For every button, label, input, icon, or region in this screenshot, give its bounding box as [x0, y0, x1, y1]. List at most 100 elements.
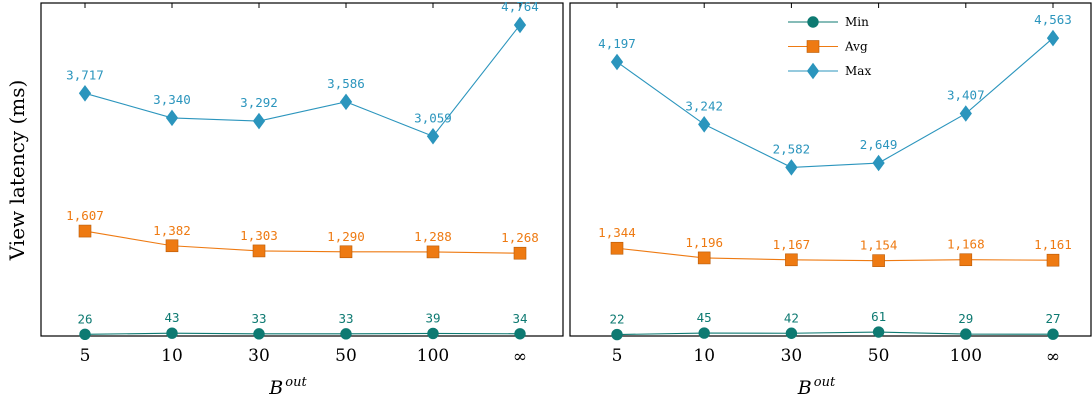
data-label-max: 3,242: [685, 98, 723, 113]
data-label-max: 3,340: [153, 92, 191, 107]
legend-label-avg: Avg: [844, 40, 868, 54]
legend: Min Avg Max: [788, 15, 871, 80]
data-label-min: 42: [784, 310, 799, 325]
marker-avg: [165, 239, 179, 253]
legend-marker-min: [807, 16, 819, 28]
data-label-min: 27: [1045, 311, 1060, 326]
plot-frame: [40, 2, 564, 337]
x-axis-title-sup: out: [285, 375, 307, 390]
data-label-min: 33: [251, 311, 266, 326]
data-label-avg: 1,268: [501, 230, 539, 245]
x-axis-title-base: B: [797, 377, 812, 399]
data-label-avg: 1,607: [66, 208, 104, 223]
marker-max: [426, 128, 440, 145]
x-tick-label: 50: [335, 346, 357, 366]
marker-min: [79, 328, 91, 341]
series-line-min: [84, 332, 521, 335]
marker-min: [253, 328, 265, 340]
data-label-max: 4,197: [598, 36, 636, 51]
data-label-max: 2,649: [860, 137, 898, 152]
marker-min: [1047, 328, 1059, 340]
marker-min: [514, 328, 526, 340]
marker-min: [960, 328, 972, 340]
data-label-avg: 1,382: [153, 223, 191, 238]
legend-label-min: Min: [845, 15, 869, 29]
x-tick-label: 10: [693, 346, 715, 366]
marker-avg: [872, 254, 885, 267]
marker-avg: [78, 224, 92, 238]
marker-min: [872, 326, 885, 338]
data-label-max: 3,717: [66, 67, 104, 82]
marker-avg: [959, 253, 973, 267]
x-tick-label: 50: [868, 346, 890, 366]
data-label-avg: 1,290: [327, 229, 365, 244]
marker-max: [610, 53, 624, 71]
marker-max: [78, 85, 92, 102]
data-label-avg: 1,168: [947, 237, 985, 252]
chart-panel-left: 5 10 30 50 100 ∞ B out 26 43 33 33 39 34 1,607 1,382 1,3…: [40, 0, 564, 399]
data-label-min: 33: [338, 311, 353, 326]
data-label-min: 22: [609, 312, 624, 327]
marker-avg: [426, 245, 440, 259]
data-label-avg: 1,288: [414, 229, 452, 244]
data-label-max: 3,407: [947, 88, 985, 103]
marker-max: [959, 105, 972, 122]
series-line-max: [84, 24, 521, 137]
data-label-min: 34: [512, 311, 527, 326]
x-tick-label: 30: [781, 346, 803, 366]
marker-avg: [339, 245, 353, 259]
marker-min: [427, 327, 439, 340]
marker-min: [698, 327, 710, 339]
x-tick-label: 30: [248, 346, 270, 366]
marker-max: [785, 159, 798, 176]
marker-max: [513, 16, 527, 34]
marker-avg: [1046, 253, 1060, 267]
x-tick-label: ∞: [1046, 347, 1060, 367]
data-label-avg: 1,161: [1034, 237, 1072, 252]
marker-max: [698, 116, 711, 133]
legend-marker-avg: [806, 40, 820, 53]
legend-marker-max: [806, 62, 820, 80]
series-line-max: [616, 37, 1054, 168]
marker-avg: [252, 244, 266, 258]
marker-max: [165, 109, 179, 127]
x-tick-label: 100: [417, 346, 449, 366]
marker-max: [872, 154, 885, 172]
marker-max: [252, 112, 266, 130]
data-label-max: 2,582: [773, 141, 811, 156]
marker-min: [785, 327, 798, 339]
y-axis-title: View latency (ms): [5, 80, 29, 262]
x-axis-title-sup: out: [814, 375, 836, 390]
marker-avg: [610, 241, 624, 255]
data-label-avg: 1,344: [598, 225, 636, 240]
x-tick-label: 10: [161, 346, 183, 366]
data-label-min: 29: [958, 311, 973, 326]
x-tick-label: 5: [80, 346, 91, 366]
data-label-max: 3,586: [327, 76, 365, 91]
data-label-min: 61: [871, 309, 886, 324]
x-tick-label: 100: [950, 346, 982, 366]
chart-panel-right: 5 10 30 50 100 ∞ B out 22 45 42 61 29 27 1,344 1,196 1,1…: [569, 2, 1092, 399]
series-line-avg: [84, 230, 521, 254]
x-axis-title-base: B: [268, 377, 283, 399]
data-label-avg: 1,167: [773, 237, 811, 252]
data-label-min: 39: [425, 310, 440, 325]
data-label-min: 43: [164, 310, 179, 325]
data-label-max: 4,563: [1034, 12, 1072, 27]
data-label-avg: 1,196: [685, 235, 723, 250]
marker-avg: [513, 246, 527, 260]
x-tick-label: 5: [612, 346, 623, 366]
data-label-max: 4,764: [501, 0, 539, 14]
data-label-max: 3,059: [414, 110, 452, 125]
marker-min: [611, 328, 623, 341]
series-line-avg: [616, 247, 1054, 262]
series-line-min: [616, 331, 1054, 336]
marker-min: [166, 327, 178, 339]
marker-min: [340, 328, 352, 340]
marker-avg: [697, 251, 711, 265]
data-label-avg: 1,303: [240, 228, 278, 243]
marker-max: [339, 93, 353, 111]
